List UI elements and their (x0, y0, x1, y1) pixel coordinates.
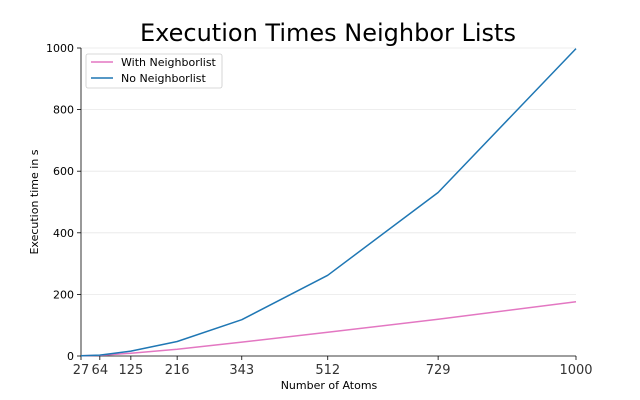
gridlines (81, 47, 576, 357)
x-tick-label: 216 (165, 363, 190, 378)
y-tick-label: 0 (67, 350, 74, 363)
x-tick-label: 64 (92, 363, 109, 378)
x-tick-label: 343 (229, 363, 254, 378)
tick-labels: 0 200 400 600 800 1000 27 64 125 216 343 512 729 1000 (46, 42, 593, 378)
chart-title: Execution Times Neighbor Lists (140, 19, 516, 47)
x-tick-label: 1000 (559, 363, 592, 378)
y-tick-label: 400 (53, 227, 74, 240)
y-tick-label: 200 (53, 288, 74, 301)
x-tick-label: 512 (315, 363, 340, 378)
legend-box (85, 53, 223, 89)
legend-label: No Neighborlist (121, 72, 207, 85)
x-tick-label: 125 (118, 363, 143, 378)
legend-label: With Neighborlist (121, 56, 217, 69)
y-tick-label: 1000 (46, 42, 74, 55)
legend: With Neighborlist No Neighborlist (85, 53, 223, 89)
series-line-2 (80, 48, 577, 357)
x-tick-label: 27 (73, 363, 90, 378)
series-line-1 (80, 301, 577, 357)
axes (80, 48, 576, 357)
y-tick-label: 800 (53, 104, 74, 117)
y-axis-label: Execution time in s (28, 149, 41, 254)
x-tick-label: 729 (426, 363, 451, 378)
y-tick-label: 600 (53, 165, 74, 178)
series (80, 48, 577, 357)
x-axis-label: Number of Atoms (281, 379, 378, 392)
